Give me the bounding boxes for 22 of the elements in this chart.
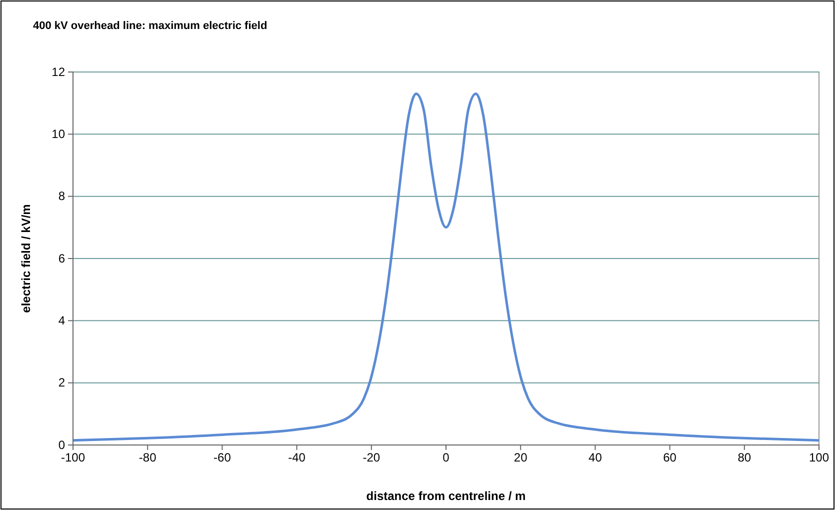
x-tick-label: 20 xyxy=(514,450,528,465)
y-tick-label: 6 xyxy=(58,251,66,266)
x-axis-title: distance from centreline / m xyxy=(366,489,526,503)
x-tick-label: -100 xyxy=(60,450,86,465)
y-tick-label: 0 xyxy=(58,438,66,452)
y-tick-label: 8 xyxy=(58,189,66,204)
y-tick-label: 2 xyxy=(58,376,66,390)
x-tick-label: -80 xyxy=(138,450,157,465)
y-tick-label: 4 xyxy=(58,314,66,328)
x-tick-label: 60 xyxy=(663,450,677,465)
chart-title: 400 kV overhead line: maximum electric field xyxy=(33,20,268,32)
y-axis-title: electric field / kV/m xyxy=(19,204,33,313)
y-tick-label: 12 xyxy=(52,64,66,79)
x-tick-label: 0 xyxy=(442,450,450,465)
x-tick-label: -40 xyxy=(288,450,306,465)
line-series xyxy=(72,92,820,442)
x-tick-label: 100 xyxy=(808,450,830,465)
x-tick-label: 40 xyxy=(588,450,602,465)
x-tick-label: -60 xyxy=(214,450,232,465)
x-tick-label: -20 xyxy=(362,450,380,465)
x-tick-label: 80 xyxy=(738,450,752,465)
y-tick-label: 10 xyxy=(52,127,66,142)
